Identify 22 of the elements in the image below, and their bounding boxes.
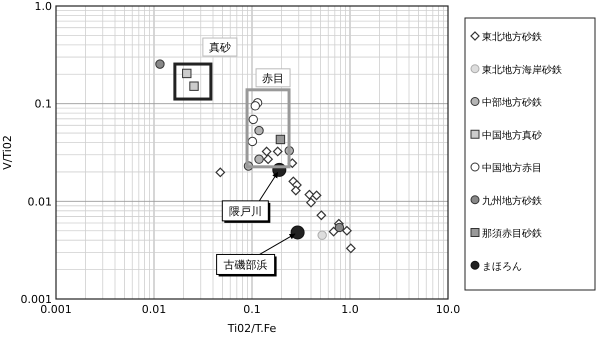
x-tick-label: 0.1 — [243, 303, 261, 316]
legend-label: 那須赤目砂鉄 — [482, 228, 542, 240]
legend-label: 中国地方赤目 — [482, 162, 542, 174]
legend-label: 中国地方真砂 — [482, 129, 542, 142]
x-tick-label: 1.0 — [341, 303, 359, 316]
x-axis-title: Ti02/T.Fe — [226, 322, 277, 335]
y-tick-label: 1.0 — [34, 0, 52, 13]
legend-label: 東北地方海岸砂鉄 — [482, 64, 562, 76]
x-tick-label: 0.01 — [142, 303, 166, 316]
legend-label: 中部地方砂鉄 — [482, 96, 542, 108]
y-tick-label: 0.1 — [34, 98, 52, 111]
annotation: 真砂 — [208, 41, 231, 54]
x-tick-label: 10.0 — [436, 303, 460, 316]
legend-label: まほろん — [482, 261, 522, 272]
legend-label: 東北地方砂鉄 — [482, 31, 542, 43]
annotation: 古磯部浜 — [224, 258, 268, 272]
y-tick-label: 0.01 — [28, 195, 52, 208]
y-axis-title: V/Ti02 — [1, 135, 14, 170]
y-tick-label: 0.001 — [20, 293, 52, 306]
legend-label: 九州地方砂鉄 — [482, 194, 542, 207]
annotation: 赤目 — [262, 72, 284, 85]
annotation: 隈戸川 — [228, 204, 262, 218]
